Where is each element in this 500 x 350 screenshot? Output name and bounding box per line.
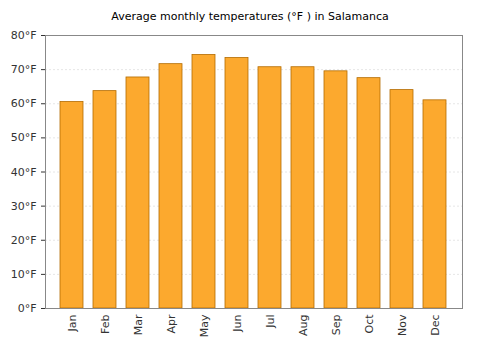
svg-text:Nov: Nov — [396, 314, 409, 336]
svg-text:30°F: 30°F — [11, 200, 37, 213]
svg-text:Jun: Jun — [231, 314, 244, 332]
svg-text:Oct: Oct — [363, 314, 376, 334]
svg-text:Sep: Sep — [330, 314, 343, 335]
svg-text:Apr: Apr — [165, 314, 178, 334]
svg-text:Dec: Dec — [429, 315, 442, 336]
svg-text:0°F: 0°F — [18, 302, 37, 315]
svg-text:40°F: 40°F — [11, 166, 37, 179]
svg-text:Aug: Aug — [297, 315, 310, 336]
svg-text:10°F: 10°F — [11, 268, 37, 281]
svg-text:Mar: Mar — [132, 314, 145, 335]
svg-text:May: May — [198, 314, 211, 337]
svg-text:50°F: 50°F — [11, 131, 37, 144]
svg-text:Jul: Jul — [264, 315, 277, 329]
svg-text:70°F: 70°F — [11, 63, 37, 76]
svg-text:60°F: 60°F — [11, 97, 37, 110]
svg-text:20°F: 20°F — [11, 234, 37, 247]
html-text:Average monthly temperatures (: Average monthly temperatures (°F ) in Sa… — [111, 10, 389, 23]
svg-text:Jan: Jan — [66, 314, 79, 332]
svg-text:Feb: Feb — [99, 314, 112, 333]
svg-text:80°F: 80°F — [11, 29, 37, 42]
